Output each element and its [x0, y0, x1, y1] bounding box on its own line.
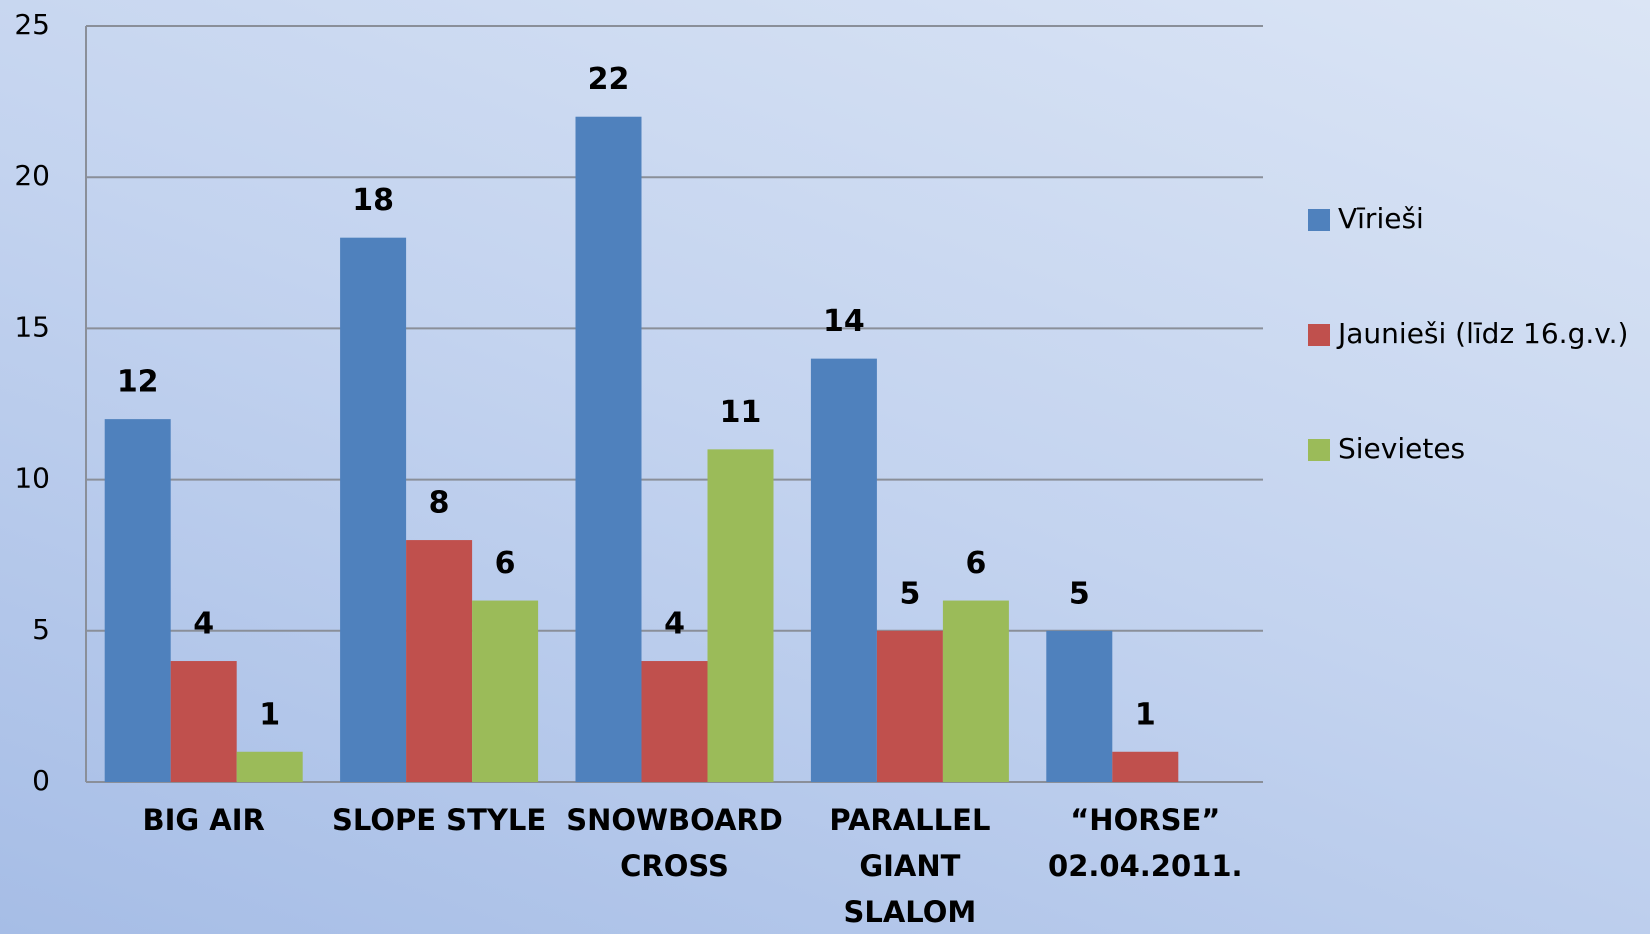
bar — [170, 661, 237, 782]
bar — [707, 449, 774, 782]
bar — [104, 419, 171, 782]
data-label: 5 — [899, 576, 920, 611]
data-label: 11 — [720, 395, 762, 430]
y-tick-label: 10 — [14, 462, 50, 495]
data-label: 14 — [823, 304, 865, 339]
data-label: 6 — [965, 546, 986, 581]
legend-label: Vīrieši — [1338, 202, 1424, 235]
data-label: 1 — [259, 697, 280, 732]
data-label: 6 — [495, 546, 516, 581]
bar — [942, 600, 1009, 782]
bar — [1046, 630, 1113, 782]
legend-label: Jaunieši (līdz 16.g.v.) — [1336, 317, 1628, 350]
x-tick-label: PARALLEL GIANT SLALOM — [829, 803, 991, 929]
data-label: 4 — [664, 607, 685, 642]
data-label: 8 — [429, 486, 450, 521]
legend-swatch — [1308, 209, 1330, 231]
bar — [236, 751, 303, 782]
y-tick-label: 15 — [14, 310, 50, 343]
y-tick-label: 0 — [32, 764, 50, 797]
data-label: 22 — [588, 62, 630, 97]
x-tick-label: BIG AIR — [142, 803, 265, 837]
data-label: 12 — [117, 365, 159, 400]
x-tick-label: SNOWBOARD CROSS — [566, 803, 783, 883]
y-tick-label: 20 — [14, 159, 50, 192]
bar — [406, 540, 473, 782]
bar — [575, 116, 642, 783]
x-tick-label: SLOPE STYLE — [332, 803, 547, 837]
bar — [810, 358, 877, 782]
legend-swatch — [1308, 324, 1330, 346]
bar — [641, 661, 708, 782]
data-label: 1 — [1135, 697, 1156, 732]
data-label: 18 — [352, 183, 394, 218]
legend-label: Sievietes — [1338, 432, 1465, 465]
legend-swatch — [1308, 439, 1330, 461]
bar — [876, 630, 943, 782]
x-tick-label: “HORSE” 02.04.2011. — [1048, 803, 1243, 883]
bar — [340, 237, 407, 782]
y-tick-label: 25 — [14, 8, 50, 41]
data-label: 4 — [193, 607, 214, 642]
y-tick-label: 5 — [32, 613, 50, 646]
bar — [472, 600, 539, 782]
bar — [1112, 751, 1179, 782]
data-label: 5 — [1069, 576, 1090, 611]
